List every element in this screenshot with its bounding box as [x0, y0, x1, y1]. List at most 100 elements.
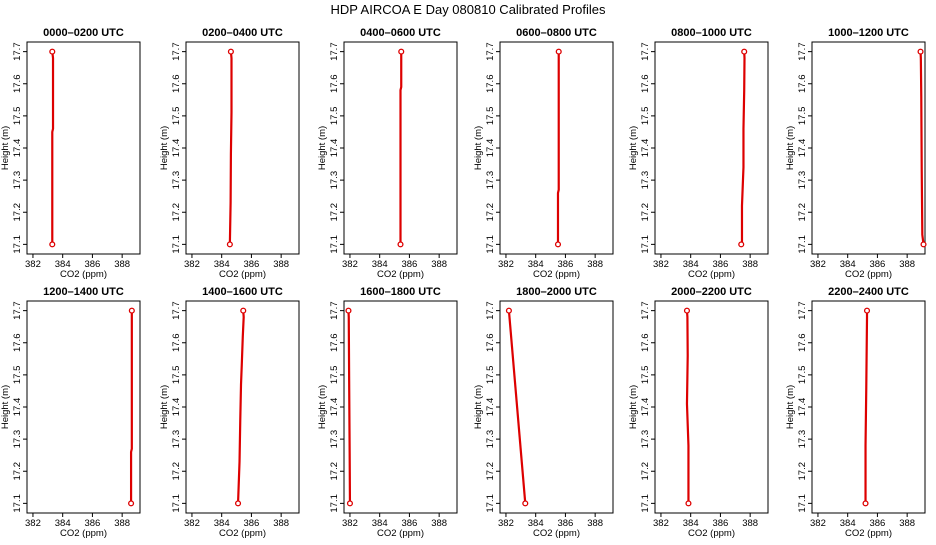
profile-point [522, 500, 529, 507]
profile-point [234, 500, 242, 507]
x-tick-label: 384 [214, 518, 230, 529]
plot-frame [26, 300, 141, 514]
y-tick-label: 17.5 [485, 107, 496, 126]
x-tick-label: 388 [114, 518, 130, 529]
y-tick-label: 17.5 [171, 107, 182, 126]
panel-title: 0000–0200 UTC [43, 27, 124, 39]
panel-title: 0600–0800 UTC [516, 27, 597, 39]
profile-point [505, 307, 512, 314]
y-tick-label: 17.3 [329, 430, 340, 449]
panel-11: 2000–2200 UTC 382 384 386 388 17.1 17.2 17.3 17.… [628, 286, 769, 539]
y-tick-label: 17.5 [485, 366, 496, 385]
y-tick-label: 17.1 [797, 235, 808, 254]
y-tick-label: 17.1 [12, 494, 23, 513]
profile-point [920, 241, 927, 248]
plot-frame [26, 41, 141, 255]
x-tick-label: 384 [372, 259, 388, 270]
x-tick-label: 382 [25, 259, 41, 270]
y-tick-label: 17.1 [640, 494, 651, 513]
y-tick-label: 17.5 [329, 107, 340, 126]
x-tick-label: 382 [184, 518, 200, 529]
y-tick-label: 17.4 [485, 139, 496, 158]
y-tick-label: 17.2 [171, 462, 182, 481]
panel-title: 1800–2000 UTC [516, 286, 597, 298]
panel-title: 0800–1000 UTC [671, 27, 752, 39]
y-tick-label: 17.1 [485, 235, 496, 254]
y-tick-label: 17.2 [797, 203, 808, 222]
x-tick-label: 384 [528, 259, 544, 270]
y-tick-label: 17.2 [12, 203, 23, 222]
y-axis-label: Height (m) [473, 126, 484, 170]
y-tick-label: 17.2 [12, 462, 23, 481]
profile-point [683, 307, 691, 314]
y-tick-label: 17.6 [329, 75, 340, 94]
y-tick-label: 17.6 [640, 334, 651, 353]
y-axis-label: Height (m) [473, 385, 484, 429]
x-axis-label: CO2 (ppm) [60, 269, 107, 280]
x-tick-label: 384 [372, 518, 388, 529]
profile-line [864, 310, 869, 504]
panel-8: 1400–1600 UTC 382 384 386 388 17.1 17.2 17.3 17.… [159, 286, 300, 539]
x-tick-label: 382 [184, 259, 200, 270]
y-tick-label: 17.7 [171, 301, 182, 320]
plot-frame [499, 41, 614, 255]
profile-point [685, 500, 692, 507]
y-tick-label: 17.5 [12, 107, 23, 126]
panel-12: 2200–2400 UTC 382 384 386 388 17.1 17.2 17.3 17.… [785, 286, 926, 539]
y-tick-label: 17.5 [797, 107, 808, 126]
x-tick-label: 384 [840, 518, 856, 529]
profile-point [554, 241, 562, 248]
y-tick-label: 17.7 [640, 301, 651, 320]
x-tick-label: 388 [273, 259, 289, 270]
profile-point [555, 48, 562, 55]
profile-line [51, 51, 55, 245]
profile-line [740, 51, 746, 245]
x-tick-label: 382 [25, 518, 41, 529]
panel-4: 0600–0800 UTC 382 384 386 388 17.1 17.2 17.3 17.… [473, 27, 614, 280]
y-tick-label: 17.7 [12, 301, 23, 320]
panel-1: 0000–0200 UTC 382 384 386 388 17.1 17.2 17.3 17.… [0, 27, 141, 280]
y-tick-label: 17.3 [171, 430, 182, 449]
profile-line [236, 310, 245, 504]
x-tick-label: 388 [899, 259, 915, 270]
profile-line [228, 51, 233, 245]
figure-title: HDP AIRCOA E Day 080810 Calibrated Profi… [330, 2, 606, 17]
profile-line [399, 51, 403, 245]
profile-point [128, 500, 135, 507]
panel-title: 0400–0600 UTC [360, 27, 441, 39]
y-tick-label: 17.5 [12, 366, 23, 385]
profile-point [738, 241, 745, 248]
profile-point [917, 48, 924, 55]
profile-point [227, 48, 234, 55]
profile-point [741, 48, 748, 55]
profile-point [398, 48, 405, 55]
x-axis-label: CO2 (ppm) [219, 528, 266, 539]
y-tick-label: 17.4 [329, 398, 340, 417]
x-axis-label: CO2 (ppm) [688, 269, 735, 280]
profile-line [347, 310, 352, 504]
y-tick-label: 17.3 [171, 171, 182, 190]
y-tick-label: 17.2 [797, 462, 808, 481]
y-tick-label: 17.1 [329, 235, 340, 254]
y-axis-label: Height (m) [628, 126, 639, 170]
x-tick-label: 386 [84, 259, 100, 270]
x-tick-label: 388 [899, 518, 915, 529]
y-tick-label: 17.5 [640, 366, 651, 385]
x-tick-label: 386 [401, 259, 417, 270]
x-axis-label: CO2 (ppm) [845, 528, 892, 539]
x-tick-label: 388 [431, 259, 447, 270]
profile-line [919, 51, 925, 245]
x-tick-label: 388 [742, 518, 758, 529]
y-tick-label: 17.4 [171, 139, 182, 158]
profile-point [49, 241, 56, 248]
x-tick-label: 388 [587, 518, 603, 529]
y-tick-label: 17.4 [640, 398, 651, 417]
y-axis-label: Height (m) [0, 126, 11, 170]
y-tick-label: 17.7 [797, 301, 808, 320]
panel-title: 0200–0400 UTC [202, 27, 283, 39]
x-tick-label: 382 [498, 518, 514, 529]
y-tick-label: 17.2 [640, 203, 651, 222]
y-axis-label: Height (m) [159, 126, 170, 170]
